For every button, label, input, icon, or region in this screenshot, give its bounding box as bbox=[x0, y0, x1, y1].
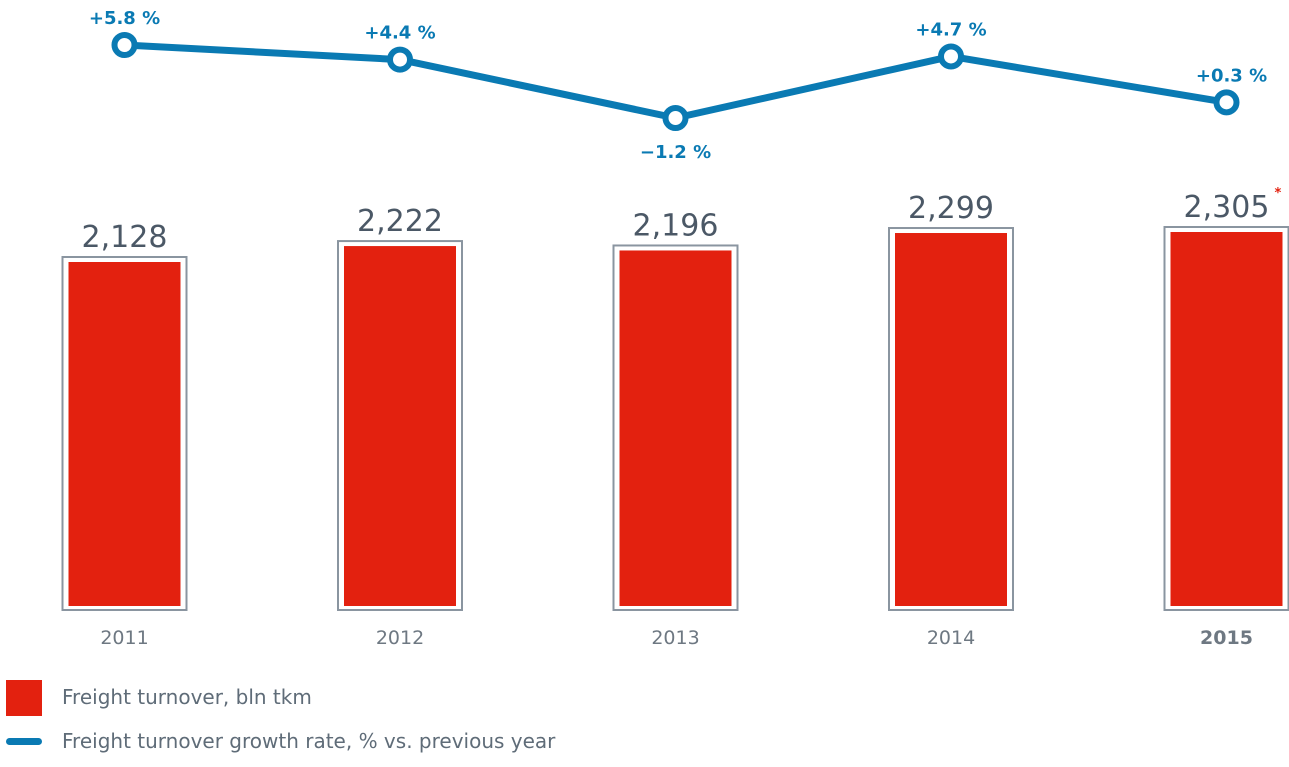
bar-value-label-2012: 2,222 bbox=[357, 204, 443, 239]
legend-item-freight-turnover: Freight turnover, bln tkm bbox=[0, 676, 900, 720]
x-tick-label-2014: 2014 bbox=[927, 627, 975, 649]
bar-frame-2011 bbox=[61, 256, 188, 611]
bar-value-label-2011: 2,128 bbox=[82, 220, 168, 255]
bar-value-label-2013: 2,196 bbox=[633, 208, 719, 243]
growth-label-2014: +4.7 % bbox=[915, 19, 986, 40]
legend-item-growth-rate: Freight turnover growth rate, % vs. prev… bbox=[0, 720, 900, 764]
blue-line-icon bbox=[6, 738, 42, 745]
legend-label-growth-rate: Freight turnover growth rate, % vs. prev… bbox=[62, 729, 556, 753]
growth-label-2011: +5.8 % bbox=[89, 8, 160, 29]
bar-2015 bbox=[1170, 232, 1283, 606]
growth-point-2013 bbox=[662, 105, 689, 131]
bar-frame-2013 bbox=[612, 244, 739, 611]
bar-2013 bbox=[619, 250, 732, 606]
chart-legend: Freight turnover, bln tkm Freight turnov… bbox=[0, 676, 900, 764]
footnote-marker-2015: * bbox=[1275, 186, 1282, 201]
bar-frame-2014 bbox=[888, 227, 1014, 612]
bar-2014 bbox=[895, 233, 1007, 606]
bar-2011 bbox=[68, 262, 181, 606]
x-tick-label-2011: 2011 bbox=[100, 627, 148, 649]
growth-point-2012 bbox=[387, 46, 413, 73]
red-square-icon bbox=[6, 680, 42, 716]
bar-frame-2012 bbox=[337, 240, 463, 611]
growth-label-2012: +4.4 % bbox=[364, 23, 435, 44]
x-tick-label-2015: 2015 bbox=[1200, 627, 1253, 649]
growth-label-2013: −1.2 % bbox=[640, 142, 711, 163]
growth-point-2014 bbox=[938, 43, 964, 70]
x-tick-label-2012: 2012 bbox=[376, 627, 424, 649]
legend-label-freight-turnover: Freight turnover, bln tkm bbox=[62, 685, 312, 709]
growth-point-2011 bbox=[111, 32, 138, 58]
growth-label-2015: +0.3 % bbox=[1196, 65, 1267, 86]
bar-value-label-2014: 2,299 bbox=[908, 191, 994, 226]
bar-2012 bbox=[344, 246, 456, 606]
bar-value-label-2015: 2,305 bbox=[1184, 190, 1270, 225]
x-tick-label-2013: 2013 bbox=[651, 627, 699, 649]
growth-point-2015 bbox=[1213, 89, 1240, 116]
